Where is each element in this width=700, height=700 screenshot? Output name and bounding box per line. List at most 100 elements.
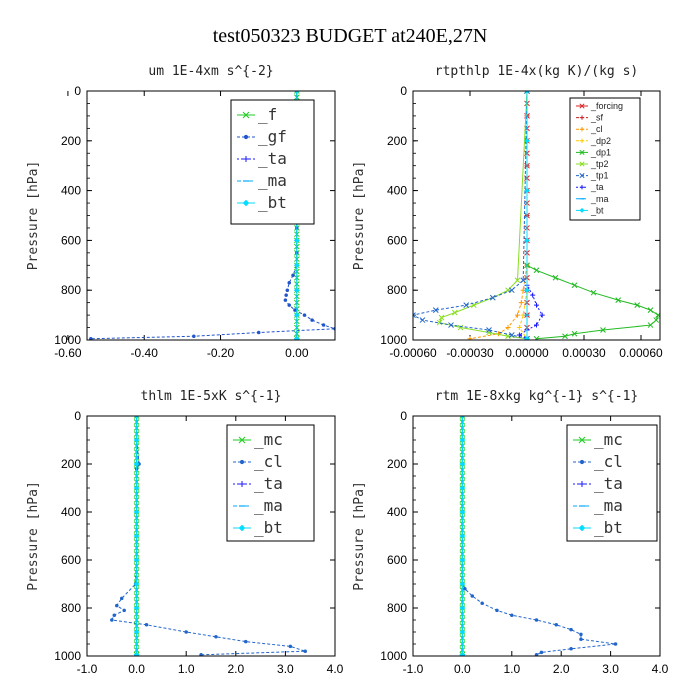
figure-suptitle: test050323 BUDGET at240E,27N <box>213 25 488 47</box>
series-tp1-point <box>419 317 426 323</box>
legend-label: _dp1 <box>590 147 611 157</box>
legend-marker <box>239 459 245 465</box>
series-dp2-point <box>516 325 522 331</box>
y-tick-label: 0 <box>74 409 81 423</box>
plot-frame <box>86 415 336 657</box>
series-bt-point <box>459 533 466 539</box>
legend-marker <box>579 103 585 109</box>
series-dp1-point <box>552 274 559 281</box>
series-gf-point <box>285 288 290 292</box>
series-bt-point <box>459 581 466 587</box>
legend-marker <box>243 156 249 162</box>
series-bt-point <box>524 187 530 194</box>
series-bt-point <box>133 416 140 419</box>
legend-marker <box>578 436 586 444</box>
series-gf-point <box>310 318 314 322</box>
series-bt-point <box>459 485 466 491</box>
series-cl-point <box>495 608 499 613</box>
y-tick-label: 400 <box>387 184 407 198</box>
series-bt-point <box>459 629 466 635</box>
legend-label: _bt <box>258 193 287 212</box>
series-cl-point <box>110 618 114 622</box>
series-dp1-point <box>615 297 622 304</box>
x-tick-label: 0.00060 <box>619 346 663 360</box>
legend-label: _bt <box>590 205 604 215</box>
series-tp1-point <box>508 332 515 338</box>
series-bt-point <box>293 335 300 340</box>
series-dp1-point <box>600 327 606 333</box>
series-tp2-point <box>451 309 458 316</box>
series-cl-point <box>554 623 559 627</box>
legend-label: _mc <box>254 430 283 449</box>
series-bt-point <box>459 651 466 656</box>
series-bt-point <box>133 605 140 611</box>
series-tp2-point <box>436 319 443 326</box>
legend-marker <box>579 127 585 132</box>
legend-label: _dp2 <box>590 136 611 146</box>
series-tp2-point <box>438 314 445 321</box>
plot-frame <box>412 415 661 657</box>
series-gf-point <box>302 313 307 317</box>
series-cl-point <box>480 601 484 605</box>
legend-label: _cl <box>590 124 603 134</box>
series-ta-line <box>518 91 543 340</box>
legend-label: _bt <box>594 518 623 537</box>
y-tick-label: 800 <box>387 283 407 297</box>
series-cl-point <box>579 632 583 637</box>
legend-label: _ma <box>254 496 283 515</box>
y-tick-label: 400 <box>61 505 81 519</box>
legend-marker <box>579 161 585 167</box>
series-tp1-point <box>413 312 416 318</box>
series-cl-point <box>518 300 524 306</box>
legend-label: _sf <box>590 113 604 123</box>
series-bt-point <box>293 237 300 244</box>
series-tp1-point <box>486 327 492 333</box>
series-bt-point <box>133 557 140 563</box>
series-mc-point <box>133 416 140 419</box>
series-dp1-point <box>533 335 540 340</box>
series-dp1-point <box>590 289 597 296</box>
series-cl-point <box>534 618 539 622</box>
y-tick-label: 800 <box>61 601 81 615</box>
series-dp1-point <box>533 267 540 274</box>
plot-frame <box>86 90 336 341</box>
series-dp1-point <box>634 302 641 308</box>
x-tick-label: -1.0 <box>77 662 98 676</box>
legend-label: _cl <box>594 452 623 471</box>
series-cl-point <box>613 642 618 646</box>
legend-marker <box>578 524 586 532</box>
series-dp1-point <box>571 330 578 337</box>
x-tick-label: -1.0 <box>403 662 424 676</box>
series-group <box>413 91 660 340</box>
series-cl-point <box>579 637 583 641</box>
x-tick-label: -0.40 <box>131 346 159 360</box>
series-gf-point <box>291 273 295 278</box>
y-tick-label: 600 <box>61 233 81 247</box>
legend-marker <box>579 185 585 190</box>
y-tick-label: 800 <box>387 601 407 615</box>
plot-frame <box>412 90 661 341</box>
legend-label: _ma <box>590 194 609 204</box>
series-cl-point <box>214 635 218 639</box>
series-cl-point <box>515 312 520 318</box>
legend-marker <box>579 149 585 155</box>
series-cl-point <box>539 650 544 655</box>
series-dp1-point <box>647 307 654 313</box>
series-bt-point <box>293 312 300 318</box>
series-cl-point <box>184 630 188 634</box>
legend-marker <box>579 207 585 213</box>
series-bt-point <box>133 533 140 539</box>
x-tick-label: 1.0 <box>503 662 520 676</box>
series-bt-point <box>524 237 530 244</box>
legend-label: _tp2 <box>590 159 609 169</box>
x-tick-label: 2.0 <box>553 662 570 676</box>
series-cl-point <box>510 613 514 617</box>
series-bt-point <box>459 416 466 419</box>
y-axis-label: Pressure [hPa] <box>352 481 367 591</box>
legend-marker <box>238 436 246 444</box>
x-tick-label: 4.0 <box>652 662 669 676</box>
series-bt-point <box>459 509 466 515</box>
series-cl-point <box>470 594 475 598</box>
legend-label: _ta <box>254 474 283 493</box>
